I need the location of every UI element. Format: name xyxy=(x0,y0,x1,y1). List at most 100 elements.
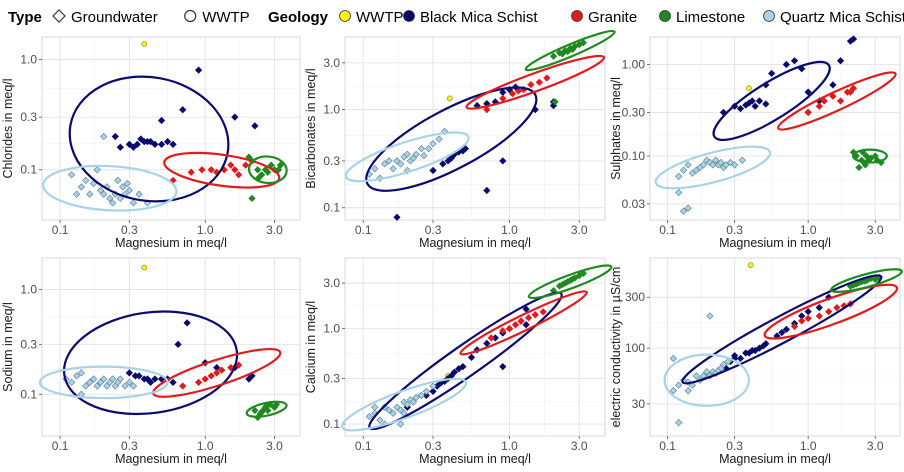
data-point xyxy=(855,163,863,172)
data-point xyxy=(688,169,696,177)
data-point xyxy=(675,188,683,197)
data-point xyxy=(108,199,117,207)
data-point xyxy=(125,369,133,377)
data-point xyxy=(499,327,507,335)
data-point xyxy=(833,303,841,312)
data-point xyxy=(381,160,389,168)
data-point xyxy=(564,48,572,56)
confidence-ellipse xyxy=(465,54,606,110)
confidence-ellipse xyxy=(851,148,888,164)
data-point xyxy=(679,207,688,215)
data-point xyxy=(762,340,770,348)
x-axis-label: Magnesium in meq/l xyxy=(419,452,531,466)
data-point xyxy=(264,406,272,415)
chart-panel: 0.1 0.3 1.0 3.0 0.1 0.3 1.0 3.0 Magnesium in meq… xyxy=(304,257,613,466)
data-point xyxy=(790,322,799,330)
data-point xyxy=(406,396,415,404)
y-tick-label: 0.3 xyxy=(323,154,340,168)
data-point-wwtp xyxy=(141,41,148,47)
legend-geology-title: Geology xyxy=(268,9,329,26)
data-point xyxy=(365,412,373,421)
data-point xyxy=(194,378,203,386)
data-point xyxy=(692,372,700,380)
data-point xyxy=(579,39,587,47)
data-point xyxy=(543,74,551,82)
data-point xyxy=(183,319,191,327)
data-point xyxy=(522,321,530,329)
data-point xyxy=(125,186,133,194)
x-tick-label: 0.3 xyxy=(425,223,442,237)
data-point xyxy=(706,312,714,320)
data-point xyxy=(709,161,717,169)
x-tick-label: 0.1 xyxy=(52,223,69,237)
data-point xyxy=(264,168,272,176)
data-point xyxy=(111,132,119,141)
chart-panel: 0.1 0.3 1.0 3.0 0.1 0.3 1.0 3.0 Magnesium in meq… xyxy=(304,29,616,250)
data-point xyxy=(235,171,243,179)
legend-type-label: WWTP xyxy=(202,9,249,26)
y-tick-label: 1.0 xyxy=(20,53,37,67)
data-point xyxy=(258,408,266,416)
data-point xyxy=(96,186,105,194)
data-point xyxy=(508,90,517,98)
x-tick-label: 1.0 xyxy=(197,223,214,237)
data-point-wwtp xyxy=(141,264,148,271)
y-tick-label: 0.3 xyxy=(323,372,340,386)
data-point xyxy=(121,382,129,390)
data-point xyxy=(420,151,428,160)
x-axis-label: Magnesium in meq/l xyxy=(419,236,531,250)
x-tick-label: 3.0 xyxy=(867,223,884,237)
data-point xyxy=(393,213,401,221)
data-point xyxy=(169,378,177,386)
data-point xyxy=(412,393,420,402)
legend-diamond-icon xyxy=(52,9,66,23)
y-tick-label: 0.03 xyxy=(622,197,646,211)
legend-geology-swatch xyxy=(659,10,671,22)
legend-geology-label: Granite xyxy=(588,9,637,26)
data-point xyxy=(731,161,739,169)
x-tick-label: 0.3 xyxy=(121,223,138,237)
data-point xyxy=(804,314,812,323)
confidence-ellipse xyxy=(245,400,288,418)
data-point xyxy=(511,321,520,329)
data-point xyxy=(393,403,401,411)
confidence-ellipse xyxy=(663,353,751,407)
y-axis-label: Sulphates in meq/l xyxy=(609,77,623,180)
data-point xyxy=(385,157,393,165)
data-point xyxy=(849,84,858,92)
data-point xyxy=(467,353,476,362)
data-point xyxy=(736,104,745,113)
confidence-ellipse xyxy=(42,164,178,212)
data-point xyxy=(89,375,98,383)
data-point xyxy=(198,166,206,174)
data-point xyxy=(483,106,491,114)
confidence-ellipse xyxy=(763,283,899,340)
plot-panel-background xyxy=(41,36,301,221)
confidence-ellipse xyxy=(344,131,470,183)
x-tick-label: 1.0 xyxy=(501,439,518,453)
confidence-ellipse xyxy=(527,264,613,300)
data-point xyxy=(389,165,397,173)
data-point xyxy=(276,161,285,169)
y-tick-label: 3.0 xyxy=(323,276,340,290)
data-point xyxy=(129,382,138,390)
data-point xyxy=(439,160,447,168)
data-point xyxy=(568,275,577,283)
data-point xyxy=(684,378,692,386)
data-point xyxy=(564,278,572,286)
data-point xyxy=(829,81,837,89)
x-tick-label: 3.0 xyxy=(266,439,283,453)
data-point xyxy=(93,166,101,174)
data-point xyxy=(782,325,791,333)
plot-panel-background xyxy=(649,36,901,221)
x-tick-label: 0.3 xyxy=(726,439,743,453)
data-point xyxy=(403,400,411,409)
data-point xyxy=(798,317,806,325)
x-tick-label: 0.1 xyxy=(659,223,676,237)
data-point xyxy=(251,122,259,130)
data-point xyxy=(146,137,155,146)
y-tick-label: 0.3 xyxy=(20,110,37,124)
data-point xyxy=(73,372,81,380)
legend-geology-label: Black Mica Schist xyxy=(420,9,538,26)
